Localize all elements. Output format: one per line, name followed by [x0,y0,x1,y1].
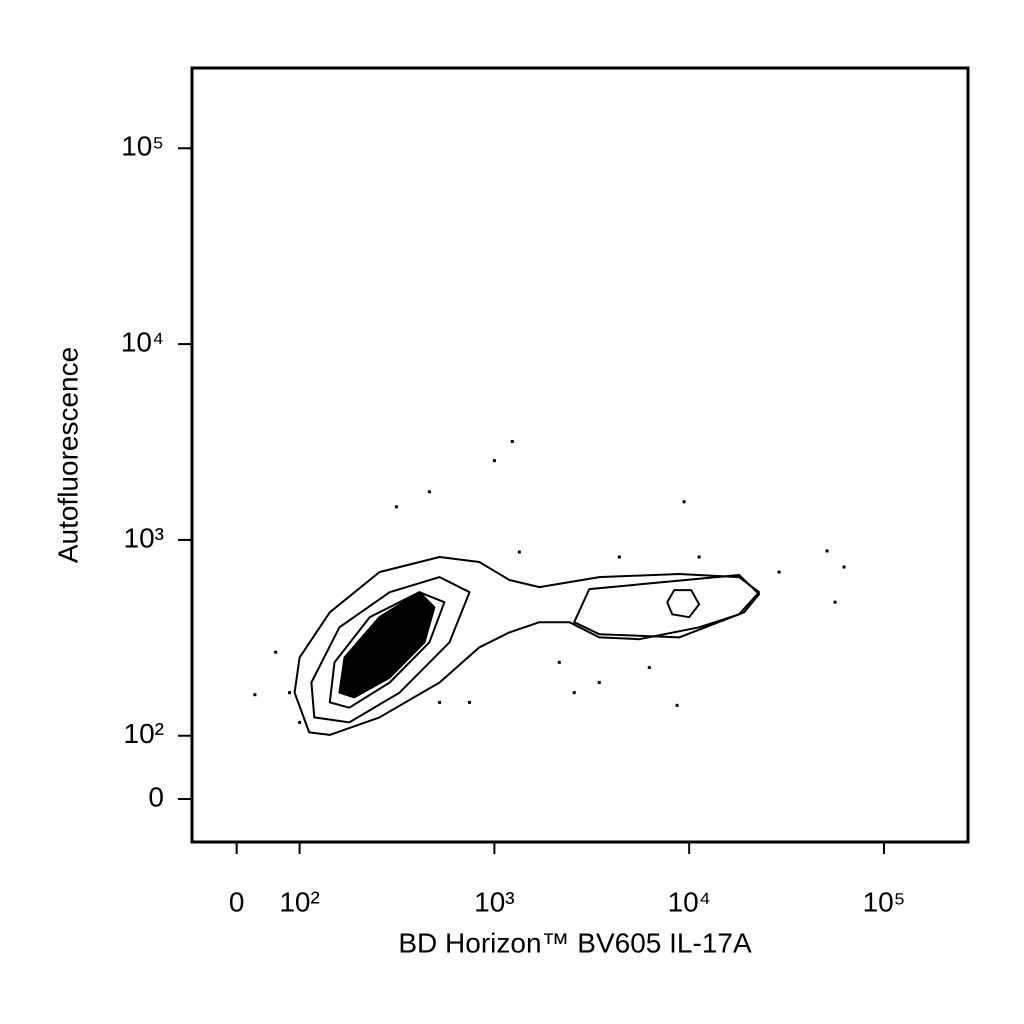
event-dot [288,691,292,695]
x-axis-label: BD Horizon™ BV605 IL-17A [398,927,752,958]
event-dot [697,555,701,559]
event-dot [492,459,496,463]
contour-line [573,574,761,639]
event-dot [777,570,781,574]
event-dot [842,565,846,569]
contour-core [338,591,436,699]
event-dot [517,550,521,554]
event-dot [833,600,837,604]
x-tick-label: 0 [229,886,245,917]
plot-frame [190,66,970,844]
x-tick-label: 10³ [474,886,514,917]
y-tick-label: 10³ [124,522,164,553]
event-dot [597,681,601,685]
y-tick-label: 10² [124,718,164,749]
event-dot [298,720,302,724]
contour-line [328,591,446,709]
x-tick-label: 10⁵ [863,886,906,917]
y-tick-label: 0 [148,781,164,812]
event-dot [675,703,679,707]
event-dot [467,700,471,704]
contour-line [666,589,701,619]
event-dot [825,549,829,553]
event-dot [427,490,431,494]
event-dot [682,500,686,504]
event-dot [274,650,278,654]
contour-line [310,576,471,724]
x-tick-label: 10² [279,886,319,917]
event-dot [572,691,576,695]
event-dot [647,666,651,670]
y-tick-label: 10⁴ [121,326,164,357]
y-tick-label: 10⁵ [121,131,164,162]
event-dot [510,440,514,444]
event-dot [253,693,257,697]
event-dot [617,555,621,559]
event-dot [557,660,561,664]
event-dot [438,700,442,704]
y-axis-label: Autofluorescence [52,347,83,563]
event-dot [394,505,398,509]
x-tick-label: 10⁴ [668,886,711,917]
